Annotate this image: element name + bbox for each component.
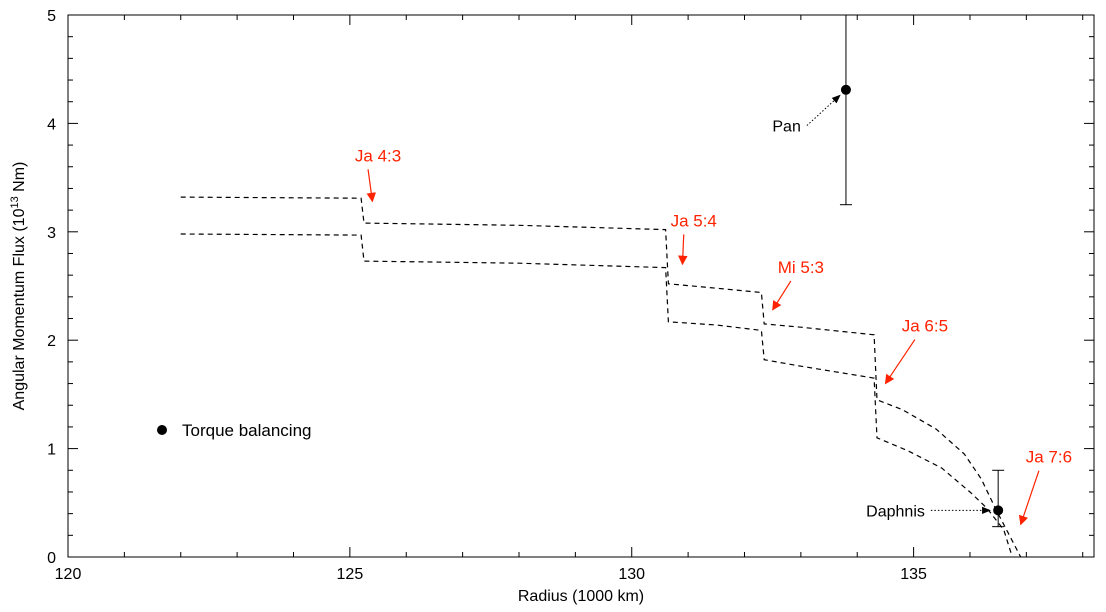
annotation-ja-6-5: Ja 6:5 <box>902 317 948 336</box>
legend-marker <box>157 425 167 435</box>
annotation-ja-4-3: Ja 4:3 <box>355 146 401 165</box>
y-tick-label: 5 <box>47 8 56 25</box>
series-line-lower <box>180 233 1013 558</box>
pan-label: Pan <box>772 119 800 136</box>
legend-label: Torque balancing <box>182 421 311 440</box>
annotation-layer: Ja 4:3 Ja 5:4 Mi 5:3 Ja 6:5 Ja 7:6 <box>355 146 1072 526</box>
y-axis-label-prefix: Angular Momentum Flux (10 <box>11 208 28 410</box>
annotation-arrow-ja-6-5 <box>884 339 916 385</box>
annotation-arrow-mi-5-3 <box>772 280 792 311</box>
annotation-ja-5-4: Ja 5:4 <box>671 211 717 230</box>
daphnis-point <box>993 505 1004 516</box>
x-tick-label: 130 <box>618 566 645 583</box>
y-tick-label: 3 <box>47 225 56 242</box>
daphnis-label: Daphnis <box>866 503 925 520</box>
y-tick-label: 0 <box>47 550 56 567</box>
y-axis-label: Angular Momentum Flux (1013 Nm) <box>9 162 28 411</box>
annotation-arrow-ja-7-6 <box>1018 470 1040 526</box>
annotation-arrow-ja-5-4 <box>678 234 688 266</box>
series-line-upper <box>180 196 1022 558</box>
x-tick-label: 125 <box>337 566 364 583</box>
x-axis-label: Radius (1000 km) <box>518 588 644 605</box>
y-axis-label-exponent: 13 <box>9 196 21 208</box>
y-axis-ticks: 0 1 2 3 4 5 <box>47 8 1094 567</box>
x-tick-label: 120 <box>55 566 82 583</box>
x-tick-label: 135 <box>900 566 927 583</box>
points-layer: Pan Daphnis <box>772 14 1005 528</box>
y-tick-label: 4 <box>47 116 56 133</box>
annotation-mi-5-3: Mi 5:3 <box>778 258 824 277</box>
legend: Torque balancing <box>157 421 311 440</box>
y-axis-label-suffix: Nm) <box>11 162 28 197</box>
pan-point <box>840 84 851 95</box>
y-tick-label: 1 <box>47 442 56 459</box>
plot-border <box>67 14 1095 558</box>
y-tick-label: 2 <box>47 333 56 350</box>
annotation-arrow-ja-4-3 <box>366 169 377 203</box>
pan-arrow <box>806 94 841 126</box>
x-axis-ticks: 120 125 130 135 <box>55 15 1084 583</box>
plot-frame <box>67 14 1095 558</box>
annotation-ja-7-6: Ja 7:6 <box>1026 448 1072 467</box>
series-layer <box>180 196 1022 558</box>
